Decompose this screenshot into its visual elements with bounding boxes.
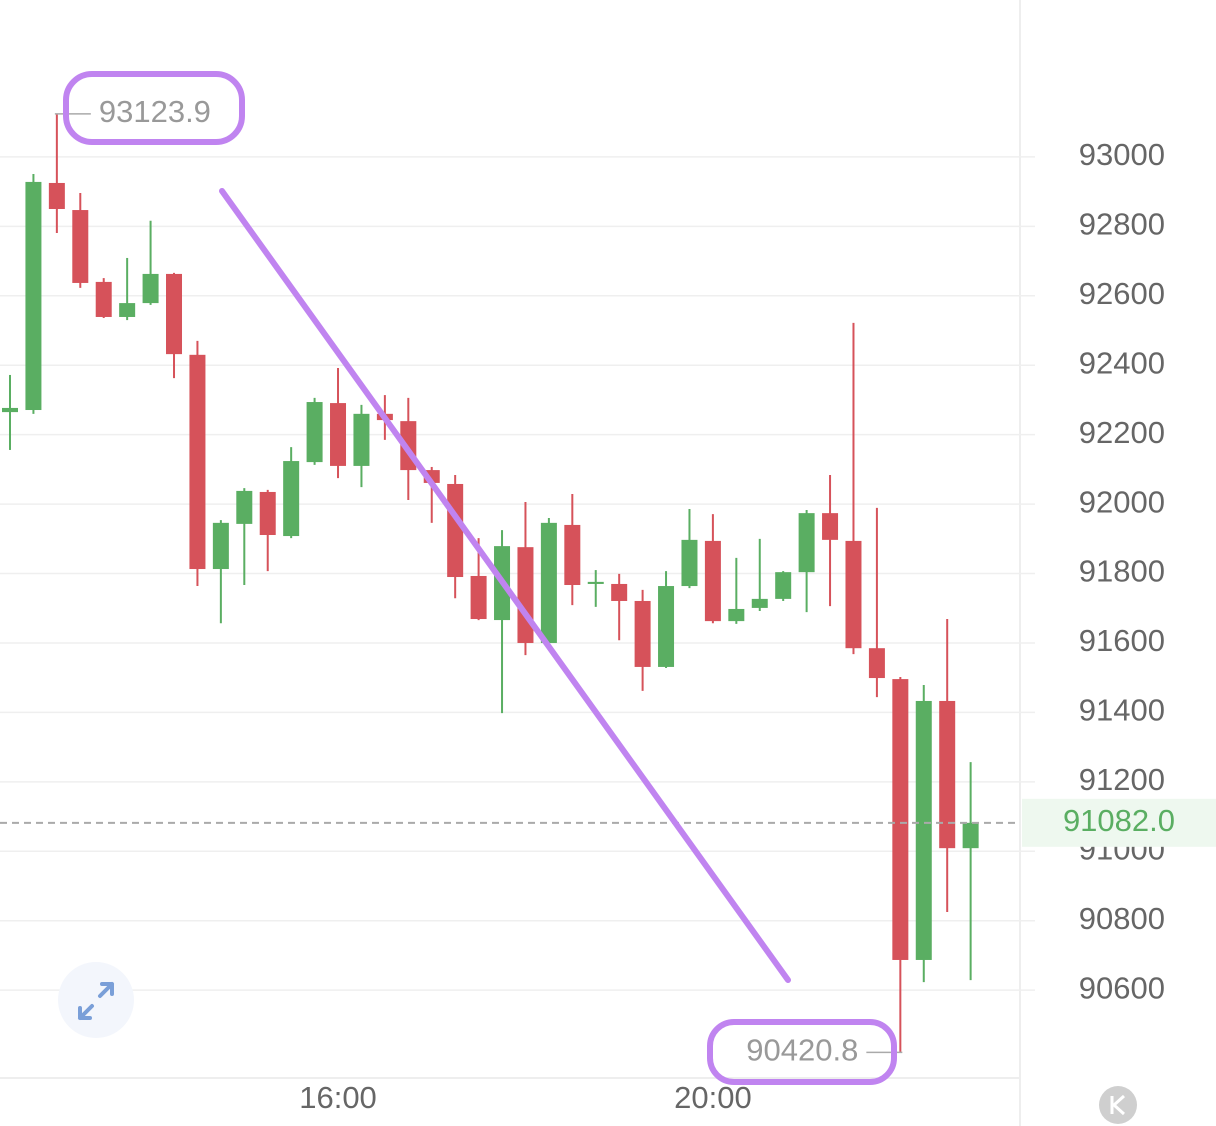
candle-body — [822, 513, 839, 540]
candle-body — [517, 547, 534, 643]
candle-body — [142, 273, 159, 304]
y-tick-label: 91200 — [1079, 762, 1165, 797]
candle-body — [95, 281, 112, 317]
y-tick-label: 91800 — [1079, 554, 1165, 589]
candle-body — [751, 598, 768, 608]
highlight-oval — [63, 71, 245, 145]
candle-body — [259, 491, 276, 536]
y-tick-label: 92200 — [1079, 415, 1165, 450]
candle-body — [681, 539, 698, 587]
min-label: 90420.8 — [746, 1033, 858, 1068]
price-tag-bg — [1022, 798, 1216, 847]
candle-body — [587, 581, 604, 584]
candle-body — [611, 583, 628, 601]
candle-body — [119, 303, 136, 317]
candle-body — [564, 524, 581, 586]
candle-body — [306, 402, 323, 463]
highlight-oval — [707, 1019, 897, 1085]
candle-body — [48, 182, 65, 210]
candle-body — [25, 181, 42, 411]
candle-body — [72, 210, 89, 283]
expand-button[interactable] — [58, 962, 134, 1038]
y-tick-label: 91600 — [1079, 623, 1165, 658]
candle-body — [540, 522, 557, 643]
y-tick-label: 93000 — [1079, 137, 1165, 172]
candle-body — [915, 700, 932, 960]
y-tick-label: 92600 — [1079, 276, 1165, 311]
trend-annotation — [219, 188, 791, 983]
k-logo[interactable] — [1099, 1086, 1137, 1124]
y-tick-label: 92800 — [1079, 207, 1165, 242]
candle-body — [470, 575, 487, 620]
candle-body — [212, 522, 229, 570]
candle-body — [658, 586, 675, 667]
max-label: 93123.9 — [99, 94, 211, 129]
x-tick-label: 20:00 — [674, 1080, 752, 1115]
candle-body — [166, 273, 183, 355]
y-tick-label: 92000 — [1079, 484, 1165, 519]
x-tick-label: 16:00 — [299, 1080, 377, 1115]
candle-body — [283, 461, 300, 537]
y-tick-label: 90600 — [1079, 970, 1165, 1005]
candle-body — [868, 648, 885, 679]
candle-body — [845, 540, 862, 649]
candle-body — [962, 822, 979, 849]
y-tick-label: 91400 — [1079, 693, 1165, 728]
price-tag: 91082.0 — [1063, 803, 1175, 838]
candle-body — [447, 483, 464, 578]
plot: 93000 92800 92600 92400 92200 92000 91800 91600… — [0, 94, 1216, 1115]
candle-body — [775, 572, 792, 599]
candle-body — [353, 413, 370, 466]
candle-body — [892, 679, 909, 960]
candle-body — [728, 608, 745, 622]
candle-body — [189, 354, 206, 570]
candle-body — [236, 490, 253, 524]
y-tick-label: 90800 — [1079, 901, 1165, 936]
candle-body — [704, 540, 721, 622]
candle-body — [798, 513, 815, 573]
y-tick-label: 92400 — [1079, 345, 1165, 380]
candle-body — [330, 403, 347, 466]
candle-body — [939, 700, 956, 849]
candle-body — [2, 407, 18, 413]
candle-body — [634, 600, 651, 667]
